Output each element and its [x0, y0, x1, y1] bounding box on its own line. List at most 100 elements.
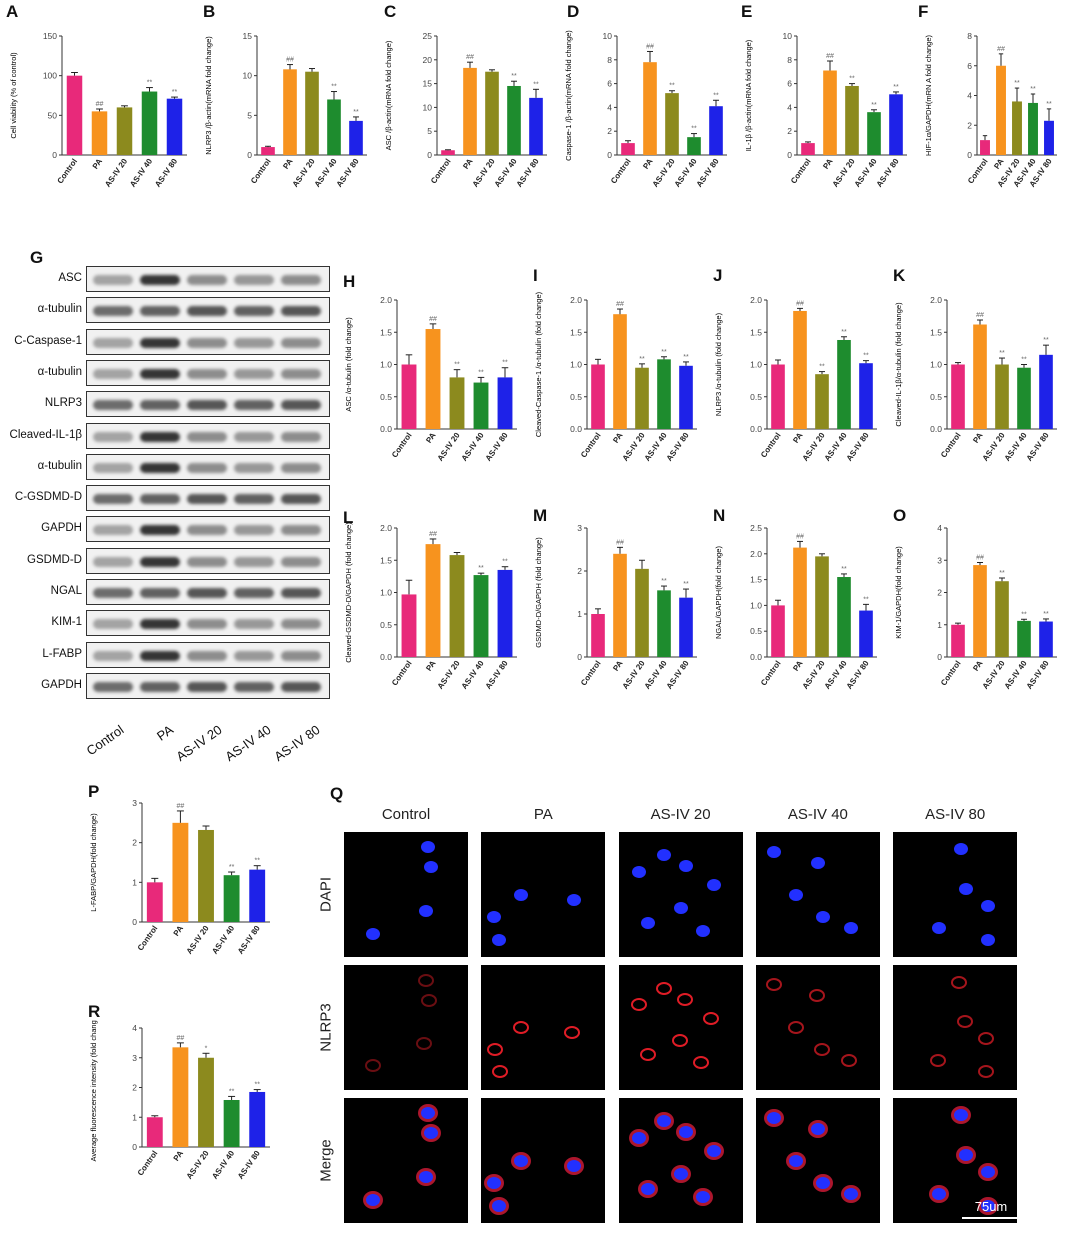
blot-strip [86, 328, 330, 355]
nucleus [953, 843, 968, 856]
nucleus [788, 888, 803, 901]
y-tick-label: 10 [423, 102, 433, 112]
y-tick-label: 1.0 [380, 588, 392, 598]
significance-mark: ** [713, 92, 719, 99]
x-tick-label: PA [971, 431, 985, 445]
x-tick-label: PA [971, 659, 985, 673]
nucleus [816, 1177, 831, 1190]
significance-mark: ** [661, 349, 667, 356]
bar [249, 869, 266, 922]
nlrp3-signal [631, 998, 648, 1012]
bar [327, 99, 341, 155]
y-axis-label: Average fluorescence intensity (fold cha… [89, 1020, 98, 1161]
if-image-nlrp3 [755, 965, 880, 1090]
bar [613, 553, 627, 657]
if-image-merge [618, 1098, 743, 1223]
significance-mark: ** [353, 109, 359, 116]
if-column-label: AS-IV 80 [925, 806, 986, 823]
blot-lane-label: AS-IV 40 [222, 722, 274, 765]
blot-band [281, 556, 321, 567]
blot-band [93, 588, 133, 598]
y-tick-label: 2.0 [380, 523, 392, 533]
y-tick-label: 10 [603, 31, 613, 41]
x-tick-label: Control [429, 157, 453, 185]
blot-band [187, 681, 227, 692]
if-column-label: AS-IV 20 [650, 806, 711, 823]
y-tick-label: 3 [937, 555, 942, 565]
if-image-merge [481, 1098, 606, 1223]
y-tick-label: 0 [247, 150, 252, 160]
blot-band [140, 337, 180, 348]
blot-row-label: C-GSDMD-D [14, 491, 82, 504]
nlrp3-signal [703, 1011, 720, 1025]
if-image-nlrp3 [344, 965, 468, 1090]
nucleus [421, 1107, 435, 1120]
x-tick-label: PA [611, 659, 625, 673]
y-tick-label: 2.0 [750, 549, 762, 559]
blot-strip [86, 641, 330, 668]
chart-n: NGAL/GAPDH(fold change) 0.0 0.5 1.0 1.5 2.0 2.… [714, 523, 877, 691]
nucleus [366, 1194, 380, 1207]
significance-mark: ** [454, 362, 460, 369]
y-tick-label: 2.0 [930, 295, 942, 305]
nlrp3-signal [676, 992, 693, 1006]
x-tick-label: AS-IV 80 [236, 924, 262, 956]
blot-band [140, 525, 180, 536]
blot-band [281, 306, 321, 317]
blot-band [281, 650, 321, 661]
chart-k: Cleaved-IL-1β/α-tubulin (fold change) 0.0… [894, 295, 1057, 463]
y-tick-label: 1.0 [750, 600, 762, 610]
significance-mark: ## [177, 803, 185, 810]
bar [889, 94, 903, 155]
nucleus [766, 1111, 781, 1124]
y-tick-label: 3 [577, 523, 582, 533]
blot-strip [86, 672, 330, 699]
y-tick-label: 0 [132, 1142, 137, 1152]
significance-mark: ** [639, 356, 645, 363]
nlrp3-signal [639, 1048, 656, 1062]
nlrp3-signal [513, 1020, 530, 1034]
blot-band [140, 462, 180, 473]
if-image-dapi [481, 832, 606, 957]
if-image-nlrp3 [618, 965, 743, 1090]
nucleus [418, 1171, 433, 1184]
y-axis-label: ASC /β-actin(mRNA fold change) [384, 40, 393, 150]
y-tick-label: 2.5 [750, 523, 762, 533]
nucleus [810, 1122, 825, 1135]
nucleus [366, 928, 380, 941]
y-tick-label: 0.0 [930, 424, 942, 434]
blot-band [187, 431, 227, 442]
blot-band [281, 337, 321, 348]
nucleus [640, 916, 655, 929]
bar [635, 367, 649, 429]
nucleus [673, 1168, 688, 1181]
y-tick-label: 1 [132, 877, 137, 887]
blot-band [234, 619, 274, 630]
panel-letter-j: J [713, 266, 723, 285]
y-axis-label: GSDMD-D/GAPDH (fold change) [534, 537, 543, 648]
blot-band [140, 306, 180, 317]
x-tick-label: Control [939, 659, 963, 687]
y-tick-label: 2 [132, 1083, 137, 1093]
nlrp3-signal [956, 1014, 973, 1028]
significance-mark: ** [669, 83, 675, 90]
nlrp3-signal [766, 978, 783, 992]
nucleus [788, 1154, 803, 1167]
if-column-label: PA [533, 806, 553, 823]
bar [1017, 367, 1031, 429]
y-tick-label: 1.0 [380, 360, 392, 370]
chart-f: HIF-1α/GAPDH(mRN A fold change) 0 2 4 6 8 Cont… [924, 31, 1057, 189]
y-tick-label: 6 [607, 79, 612, 89]
bar [801, 143, 815, 155]
chart-o: KIM-1/GAPDH(fold change) 0 1 2 3 4 Control ## PA… [894, 523, 1057, 691]
blot-row-label: NGAL [50, 585, 82, 597]
blot-row-label: GAPDH [41, 678, 82, 691]
panel-letter-k: K [893, 266, 906, 285]
x-tick-label: PA [641, 157, 655, 171]
chart-m: GSDMD-D/GAPDH (fold change) 0 1 2 3 Control ##… [534, 523, 697, 691]
blot-band [234, 306, 274, 317]
significance-mark: * [205, 1045, 208, 1052]
y-tick-label: 0.5 [750, 392, 762, 402]
nucleus [567, 894, 582, 907]
bar [823, 70, 837, 155]
